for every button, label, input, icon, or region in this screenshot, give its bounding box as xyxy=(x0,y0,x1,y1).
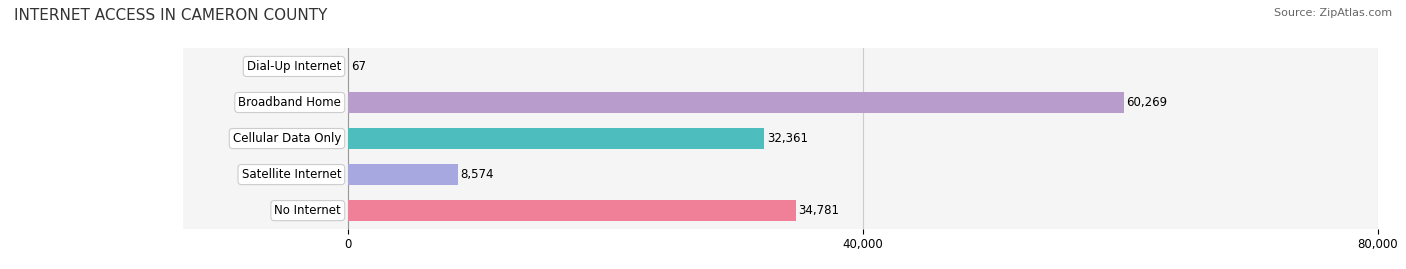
Text: Satellite Internet: Satellite Internet xyxy=(242,168,342,181)
Bar xyxy=(347,92,1123,113)
Bar xyxy=(183,157,1378,193)
Text: INTERNET ACCESS IN CAMERON COUNTY: INTERNET ACCESS IN CAMERON COUNTY xyxy=(14,8,328,23)
Bar xyxy=(183,121,1378,157)
Bar xyxy=(347,128,765,149)
Text: Broadband Home: Broadband Home xyxy=(238,96,342,109)
Bar xyxy=(347,200,796,221)
Bar xyxy=(183,84,1378,121)
Bar xyxy=(183,193,1378,229)
Bar xyxy=(347,164,458,185)
Text: Dial-Up Internet: Dial-Up Internet xyxy=(247,60,342,73)
Text: No Internet: No Internet xyxy=(274,204,342,217)
Text: Cellular Data Only: Cellular Data Only xyxy=(233,132,342,145)
Bar xyxy=(183,48,1378,84)
Text: 34,781: 34,781 xyxy=(799,204,839,217)
Text: Source: ZipAtlas.com: Source: ZipAtlas.com xyxy=(1274,8,1392,18)
Text: 8,574: 8,574 xyxy=(461,168,494,181)
Text: 67: 67 xyxy=(352,60,366,73)
Text: 32,361: 32,361 xyxy=(766,132,808,145)
Text: 60,269: 60,269 xyxy=(1126,96,1167,109)
